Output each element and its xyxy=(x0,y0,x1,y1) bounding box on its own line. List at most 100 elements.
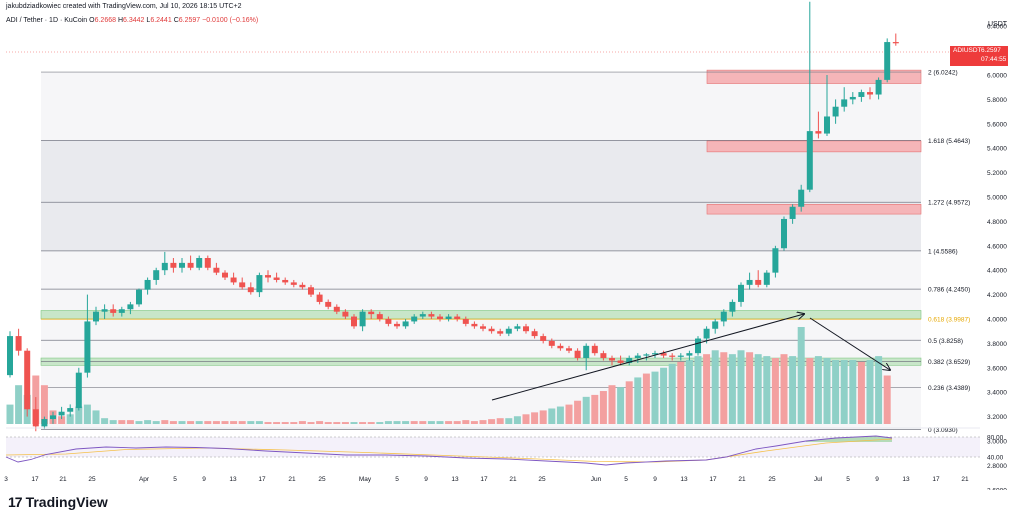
volume-bar xyxy=(273,422,281,424)
candle-body xyxy=(703,328,710,339)
fib-level-label: 1 (4.5586) xyxy=(928,248,958,255)
trend-arrow-down xyxy=(809,317,890,370)
volume-bar xyxy=(754,354,762,424)
x-tick-label: 9 xyxy=(875,476,879,483)
volume-bar xyxy=(118,420,126,424)
y-tick-label: 2.6000 xyxy=(987,487,1007,490)
volume-bar xyxy=(247,421,255,424)
x-tick-label: 21 xyxy=(738,476,746,483)
symbol-title[interactable]: ADI / Tether · 1D · KuCoin xyxy=(6,17,88,24)
resistance-zone xyxy=(706,140,922,153)
candle-body xyxy=(617,360,624,363)
x-tick-label: 25 xyxy=(88,476,96,483)
symbol-legend: ADI / Tether · 1D · KuCoin O6.2668 H6.34… xyxy=(6,17,258,24)
volume-bar xyxy=(651,371,659,424)
candle-body xyxy=(265,275,271,278)
volume-bar xyxy=(522,414,530,424)
volume-bar xyxy=(496,418,504,424)
x-tick-label: 9 xyxy=(424,476,428,483)
volume-bar xyxy=(780,354,788,424)
y-tick-label: 4.0000 xyxy=(987,317,1007,324)
volume-bar xyxy=(720,352,728,424)
fib-level-label: 2 (6.0242) xyxy=(928,70,958,77)
fib-level-label: 0 (3.0930) xyxy=(928,427,958,434)
volume-bar xyxy=(832,359,840,424)
y-tick-label: 3.4000 xyxy=(987,390,1007,397)
candle-body xyxy=(118,309,125,313)
candle-body xyxy=(445,316,452,319)
x-tick-label: 25 xyxy=(768,476,776,483)
price-chart[interactable]: 2 (6.0242) 1.618 (5.4643) 1.272 (4.9572) 1 … xyxy=(0,0,1024,490)
volume-bar xyxy=(814,356,822,424)
candle-body xyxy=(204,258,211,268)
last-price-badge: ADIUSDT6.2597 07:44:55 xyxy=(950,46,1008,66)
candle-body xyxy=(93,311,99,322)
volume-bar xyxy=(126,420,134,424)
candle-body xyxy=(299,284,306,288)
tradingview-logo[interactable]: 17 TradingView xyxy=(8,494,108,510)
y-tick-label: 3.2000 xyxy=(987,414,1007,421)
x-tick-label: 5 xyxy=(173,476,177,483)
candle-body xyxy=(222,272,228,278)
candle-body xyxy=(213,267,220,273)
candle-body xyxy=(333,306,340,312)
volume-bar xyxy=(617,387,625,424)
candle-body xyxy=(471,323,478,327)
volume-bar xyxy=(15,385,23,424)
fib-level-label: 1.618 (5.4643) xyxy=(928,138,970,145)
volume-bar xyxy=(333,422,341,424)
candle-body xyxy=(84,321,91,373)
candle-body xyxy=(230,277,237,283)
x-tick-label: Jun xyxy=(591,476,602,483)
candle-body xyxy=(437,316,443,319)
candle-body xyxy=(806,131,813,190)
candle-body xyxy=(247,287,254,293)
volume-bar xyxy=(806,358,814,424)
volume-bar xyxy=(238,421,246,424)
y-tick-label: 3.6000 xyxy=(987,365,1007,372)
volume-bar xyxy=(83,404,91,424)
candle-body xyxy=(772,248,779,273)
candle-body xyxy=(815,131,822,134)
legend-open: O6.2668 xyxy=(89,17,117,24)
candle-body xyxy=(394,323,400,327)
volume-bar xyxy=(823,358,831,424)
volume-bar xyxy=(436,421,444,424)
volume-bar xyxy=(548,408,556,424)
trend-arrow-up xyxy=(491,314,804,401)
candle-body xyxy=(101,309,108,312)
volume-bar xyxy=(556,406,564,424)
volume-bar xyxy=(470,421,478,424)
volume-bar xyxy=(849,359,857,424)
candle-body xyxy=(738,284,744,302)
candle-body xyxy=(531,331,538,337)
tradingview-logo-icon: 17 xyxy=(8,494,23,510)
volume-bar xyxy=(574,400,582,424)
x-tick-label: 5 xyxy=(846,476,850,483)
candle-body xyxy=(798,189,805,207)
candle-body xyxy=(763,272,770,285)
volume-bar xyxy=(324,422,332,424)
volume-bar xyxy=(281,422,289,424)
candle-body xyxy=(127,304,134,310)
y-tick-label: 6.4000 xyxy=(987,24,1007,31)
rsi-tick-label: 40.00 xyxy=(987,455,1004,462)
fib-level-label: 0.382 (3.6529) xyxy=(928,359,970,366)
y-tick-label: 4.4000 xyxy=(987,268,1007,275)
candle-body xyxy=(849,96,856,100)
x-tick-label: 5 xyxy=(395,476,399,483)
volume-bar xyxy=(582,396,590,424)
volume-bar xyxy=(92,410,100,424)
resistance-zone xyxy=(706,69,922,84)
candle-body xyxy=(419,314,426,317)
volume-bar xyxy=(668,363,676,424)
volume-bar xyxy=(445,421,453,424)
candle-body xyxy=(402,321,409,327)
fib-band xyxy=(41,319,921,341)
volume-bar xyxy=(359,422,367,424)
volume-bar xyxy=(66,414,74,424)
volume-bar xyxy=(195,421,203,424)
y-tick-label: 3.8000 xyxy=(987,341,1007,348)
candle-body xyxy=(454,316,461,319)
candle-body xyxy=(789,206,796,219)
